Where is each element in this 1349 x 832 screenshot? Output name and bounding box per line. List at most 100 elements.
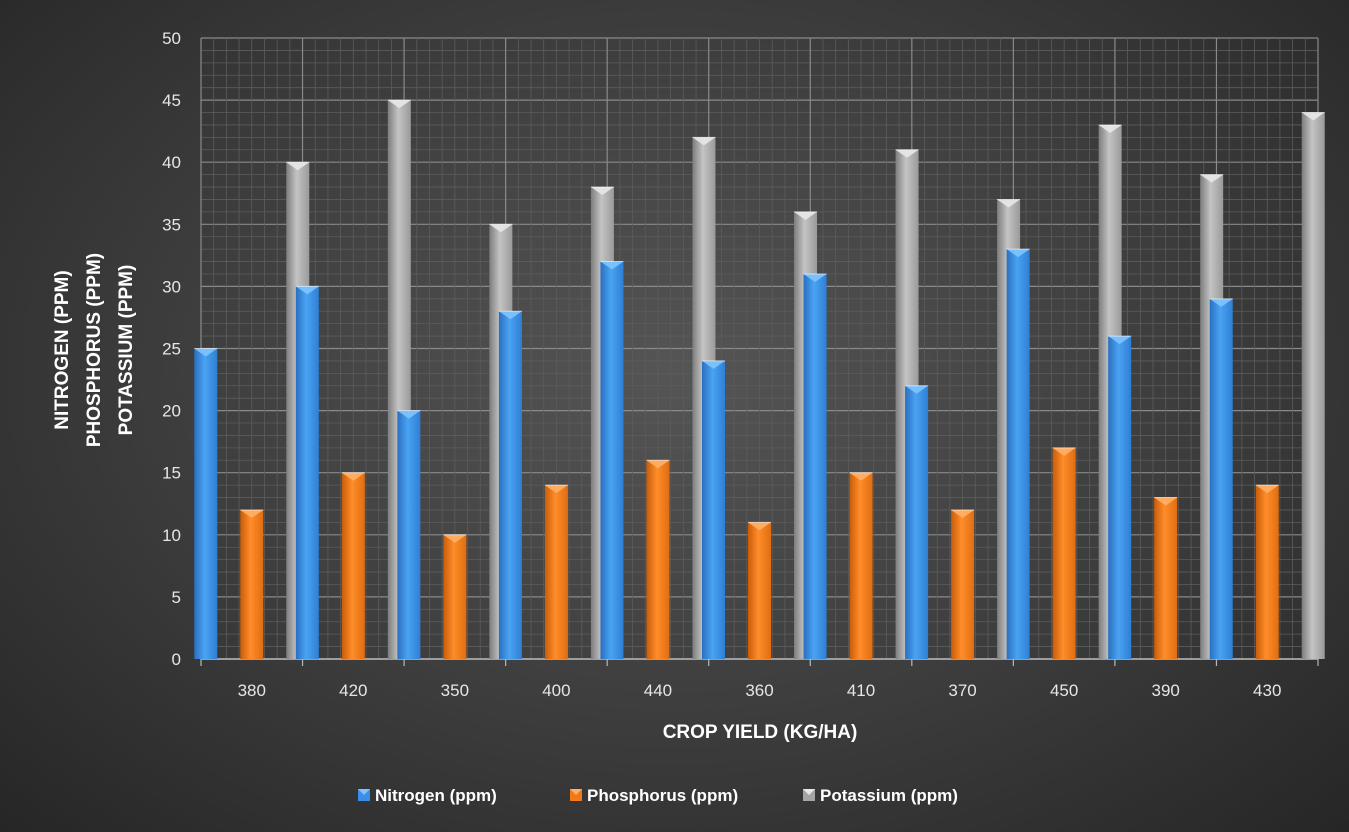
x-axis-title: CROP YIELD (KG/HA) <box>663 722 858 743</box>
legend-label: Nitrogen (ppm) <box>375 786 497 805</box>
bar-body <box>1301 112 1325 659</box>
bar-body <box>295 286 319 659</box>
x-tick-label: 390 <box>1151 681 1179 700</box>
y-tick-label: 30 <box>162 277 181 296</box>
bar-cap <box>1301 112 1325 121</box>
legend-item: Phosphorus (ppm) <box>570 786 738 805</box>
bar-cap <box>1098 124 1122 133</box>
bar-body <box>397 410 421 659</box>
bar-nitrogen <box>498 310 522 659</box>
bar-cap <box>240 509 264 518</box>
bar-nitrogen <box>803 273 827 659</box>
bar-body <box>1255 485 1279 659</box>
bar-body <box>341 472 365 659</box>
y-axis-ticks: 0 5 10 15 20 25 30 35 40 45 50 <box>162 29 181 669</box>
bar-body <box>498 311 522 659</box>
x-tick-label: 450 <box>1050 681 1078 700</box>
bar-phosphorus <box>443 534 467 659</box>
bar-cap <box>286 162 310 171</box>
y-tick-label: 25 <box>162 340 181 359</box>
bar-cap <box>397 410 421 419</box>
x-tick-label: 360 <box>745 681 773 700</box>
bar-nitrogen <box>1006 248 1030 659</box>
bar-cap <box>692 137 716 146</box>
x-tick-label: 350 <box>441 681 469 700</box>
bar-cap <box>803 273 827 282</box>
bar-nitrogen <box>1108 335 1132 659</box>
bar-cap <box>748 522 771 531</box>
bar-phosphorus <box>1052 447 1076 659</box>
y-tick-label: 5 <box>172 588 181 607</box>
bar-phosphorus <box>748 521 771 659</box>
bar-cap <box>1052 447 1076 456</box>
legend-swatch-cap <box>570 789 582 795</box>
bar-body <box>951 509 975 659</box>
bar-body <box>748 522 771 659</box>
legend-swatch-cap <box>803 789 815 795</box>
x-tick-label: 430 <box>1253 681 1281 700</box>
bar-cap <box>905 385 929 394</box>
y-tick-label: 35 <box>162 215 181 234</box>
bar-cap <box>951 509 975 518</box>
bar-cap <box>1154 497 1178 506</box>
y-tick-label: 0 <box>172 650 181 669</box>
bar-phosphorus <box>1255 484 1279 659</box>
y-axis-title: NITROGEN (PPM) PHOSPHORUS (PPM) POTASSIU… <box>52 253 137 447</box>
bar-phosphorus <box>240 509 264 659</box>
bar-cap <box>1200 174 1224 183</box>
bar-nitrogen <box>397 410 421 659</box>
bar-body <box>702 360 725 659</box>
x-tick-label: 420 <box>339 681 367 700</box>
bar-cap <box>443 534 467 543</box>
bar-body <box>803 273 827 659</box>
y-tick-label: 20 <box>162 402 181 421</box>
legend-item: Nitrogen (ppm) <box>358 786 497 805</box>
bar-body <box>646 460 670 659</box>
x-tick-label: 400 <box>542 681 570 700</box>
bar-body <box>1154 497 1178 659</box>
legend: Nitrogen (ppm) Phosphorus (ppm) Potassium … <box>358 786 958 805</box>
bar-body <box>443 534 467 659</box>
bar-body <box>544 485 568 659</box>
bar-body <box>1209 298 1233 659</box>
bar-body <box>600 261 624 659</box>
y-tick-label: 15 <box>162 464 181 483</box>
y-axis-title-line-3: POTASSIUM (PPM) <box>116 265 137 436</box>
bar-potassium <box>1301 112 1325 659</box>
y-tick-label: 45 <box>162 91 181 110</box>
bar-cap <box>794 211 817 220</box>
bar-phosphorus <box>951 509 975 659</box>
bar-cap <box>849 472 873 481</box>
legend-label: Potassium (ppm) <box>820 786 958 805</box>
bar-cap <box>1108 336 1132 345</box>
bar-cap <box>341 472 365 481</box>
bar-cap <box>997 199 1021 208</box>
bar-body <box>1108 336 1132 659</box>
y-tick-label: 50 <box>162 29 181 48</box>
x-tick-label: 440 <box>644 681 672 700</box>
bar-cap <box>387 100 411 109</box>
bar-phosphorus <box>1154 497 1178 659</box>
bar-cap <box>498 311 522 320</box>
x-axis-ticks: 380 420 350 400 440 360 410 370 450 390 430 <box>238 681 1282 700</box>
bar-body <box>194 348 218 659</box>
bar-nitrogen <box>600 261 624 659</box>
legend-label: Phosphorus (ppm) <box>587 786 738 805</box>
bar-nitrogen <box>702 360 725 659</box>
bar-nitrogen <box>194 348 218 659</box>
bar-phosphorus <box>646 459 670 659</box>
bar-cap <box>1209 298 1233 307</box>
bars <box>194 99 1325 660</box>
bar-body <box>1006 249 1030 659</box>
bar-body <box>905 385 929 659</box>
bar-cap <box>590 187 614 196</box>
bar-cap <box>544 485 568 494</box>
y-tick-label: 40 <box>162 153 181 172</box>
bar-phosphorus <box>341 472 365 659</box>
bar-nitrogen <box>905 385 929 659</box>
bar-cap <box>194 348 218 357</box>
x-tick-label: 410 <box>847 681 875 700</box>
x-tick-label: 370 <box>948 681 976 700</box>
bar-cap <box>895 149 919 158</box>
